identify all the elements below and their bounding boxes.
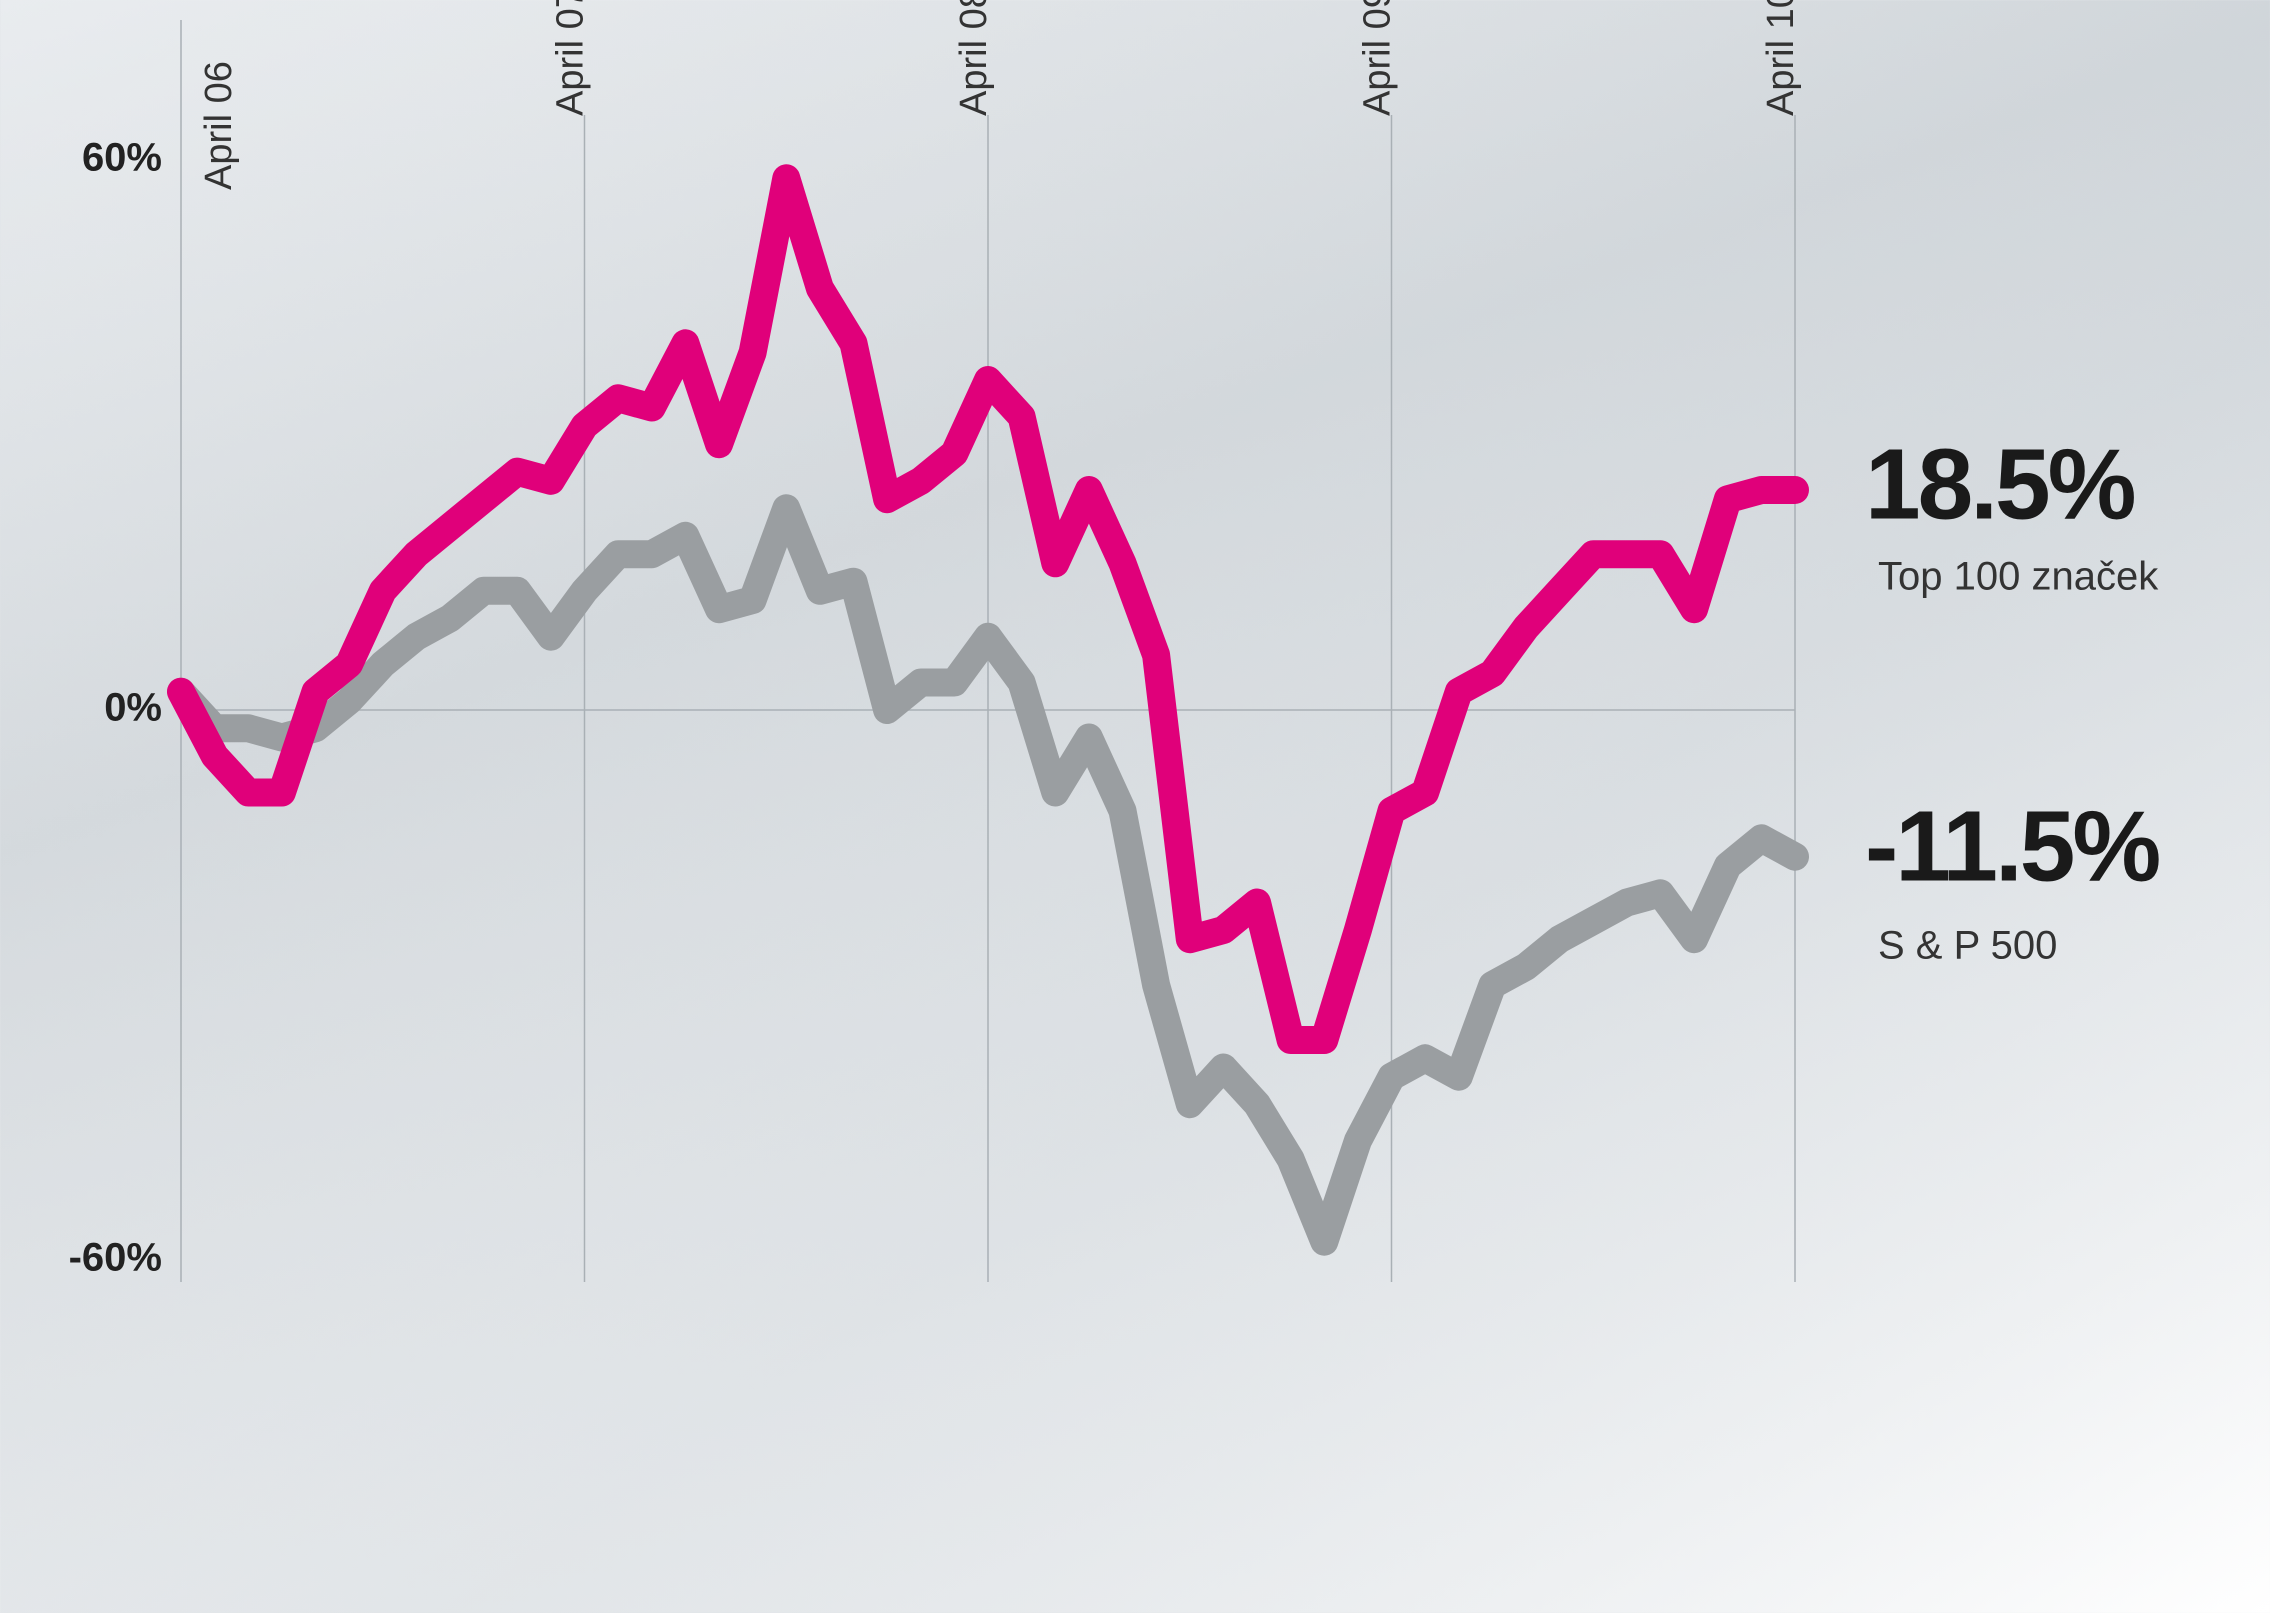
x-tick-label: April 07 [550,0,592,116]
series-line [167,494,1809,1256]
x-tick-label: April 09 [1357,0,1399,116]
y-tick-label: -60% [69,1236,162,1280]
y-tick-label: 60% [82,136,162,180]
legend-label: Top 100 značek [1878,555,2159,599]
x-tick-label: April 06 [198,61,240,190]
x-tick-label: April 08 [953,0,995,116]
series-line [167,164,1809,1054]
end-value-label: -11.5% [1865,790,2159,902]
end-value-label: 18.5% [1865,428,2135,540]
legend-label: S & P 500 [1878,924,2057,968]
x-tick-label: April 10 [1760,0,1802,116]
y-tick-label: 0% [104,686,162,730]
